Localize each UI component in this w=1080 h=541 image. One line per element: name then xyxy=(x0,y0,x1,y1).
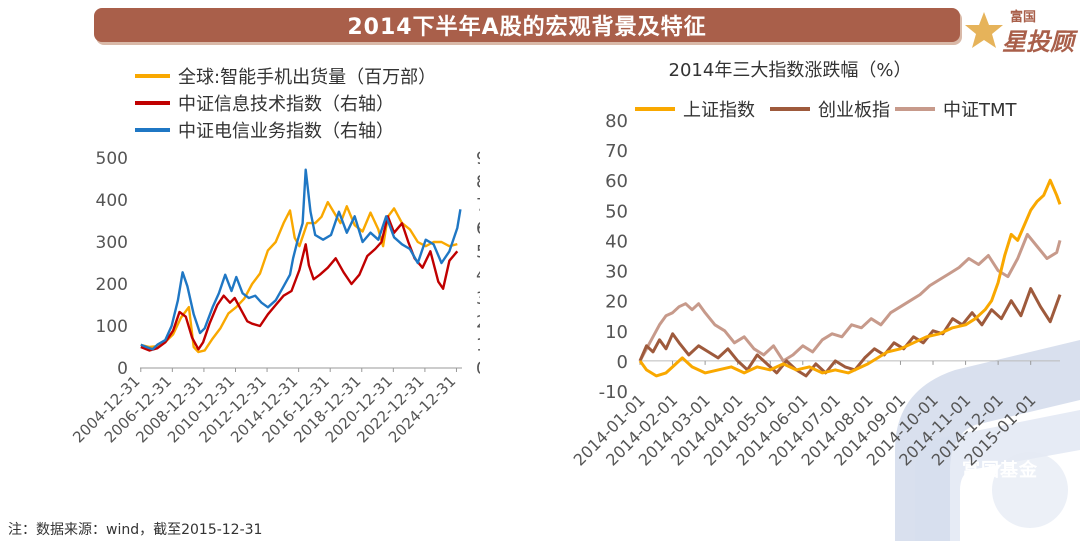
y-right-tick-label: 8,000 xyxy=(476,172,480,192)
brand-logo: 富国 星投顾 xyxy=(962,4,1074,56)
y-tick-label: 40 xyxy=(605,231,628,252)
y-right-tick-label: 2,000 xyxy=(476,312,480,332)
series-line-1 xyxy=(638,178,1062,378)
logo-main-text: 星投顾 xyxy=(1002,28,1074,56)
legend-label: 全球:智能手机出货量（百万部） xyxy=(178,67,436,88)
y-right-tick-label: 0 xyxy=(476,359,480,379)
y-tick-label: 0 xyxy=(617,352,628,373)
y-right-tick-label: 7,000 xyxy=(476,196,480,216)
footnote: 注：数据来源：wind，截至2015-12-31 xyxy=(8,522,263,538)
page-title: 2014下半年A股的宏观背景及特征 xyxy=(94,8,960,42)
page-title-text: 2014下半年A股的宏观背景及特征 xyxy=(347,15,707,40)
y-left-tick-label: 100 xyxy=(96,317,128,337)
y-tick-label: 70 xyxy=(605,141,628,162)
series-line-3 xyxy=(638,232,1062,363)
smartphone-index-chart: 全球:智能手机出货量（百万部） 中证信息技术指数（右轴） 中证电信业务指数（右轴） 0… xyxy=(69,67,480,446)
series-line-3 xyxy=(140,168,462,351)
series-line-2 xyxy=(638,287,1062,378)
y-right-tick-label: 9,000 xyxy=(476,149,480,169)
index-change-chart: 2014年三大指数涨跌幅（%） 上证指数 创业板指 中证TMT -10 0 10 20 30 40… xyxy=(570,60,1062,470)
y-left-tick-label: 400 xyxy=(96,191,128,211)
y-left-tick-label: 200 xyxy=(96,275,128,295)
legend-label: 中证TMT xyxy=(943,100,1018,121)
logo-top-text: 富国 xyxy=(1010,10,1037,25)
y-left-tick-label: 300 xyxy=(96,233,128,253)
y-tick-label: 30 xyxy=(605,262,628,283)
chart-title: 2014年三大指数涨跌幅（%） xyxy=(669,60,912,81)
y-tick-label: 10 xyxy=(605,322,628,343)
star-icon xyxy=(965,12,1003,48)
series-line-2 xyxy=(140,215,459,352)
legend-label: 创业板指 xyxy=(818,100,890,121)
y-right-tick-label: 4,000 xyxy=(476,266,480,286)
legend-label: 上证指数 xyxy=(683,100,755,121)
series-line-1 xyxy=(140,200,458,354)
legend-label: 中证电信业务指数（右轴） xyxy=(178,121,394,142)
y-tick-label: 80 xyxy=(605,111,628,132)
watermark-text: 富国基金 xyxy=(962,460,1038,481)
y-left-tick-label: 500 xyxy=(96,149,128,169)
y-left-tick-label: 0 xyxy=(117,359,128,379)
y-tick-label: 20 xyxy=(605,292,628,313)
y-tick-label: -10 xyxy=(599,382,628,403)
y-right-tick-label: 3,000 xyxy=(476,289,480,309)
y-right-tick-label: 5,000 xyxy=(476,242,480,262)
y-tick-label: 60 xyxy=(605,171,628,192)
legend-label: 中证信息技术指数（右轴） xyxy=(178,94,394,115)
y-tick-label: 50 xyxy=(605,201,628,222)
y-right-tick-label: 1,000 xyxy=(476,336,480,356)
y-right-tick-label: 6,000 xyxy=(476,219,480,239)
